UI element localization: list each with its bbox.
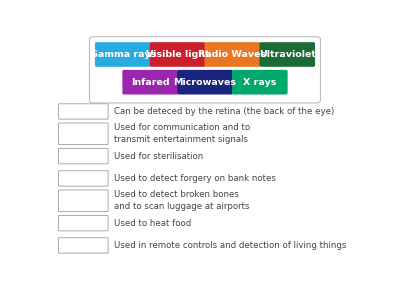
FancyBboxPatch shape [58, 104, 108, 119]
FancyBboxPatch shape [58, 190, 108, 212]
FancyBboxPatch shape [122, 70, 178, 94]
FancyBboxPatch shape [150, 42, 205, 67]
FancyBboxPatch shape [260, 42, 315, 67]
Text: Visible light: Visible light [146, 50, 209, 59]
FancyBboxPatch shape [90, 37, 320, 103]
FancyBboxPatch shape [205, 42, 260, 67]
Text: Gamma rays: Gamma rays [90, 50, 156, 59]
FancyBboxPatch shape [58, 171, 108, 186]
Text: Used to detect forgery on bank notes: Used to detect forgery on bank notes [114, 174, 276, 183]
Text: Used in remote controls and detection of living things: Used in remote controls and detection of… [114, 241, 346, 250]
Text: Used to detect broken bones
and to scan luggage at airports: Used to detect broken bones and to scan … [114, 190, 249, 211]
FancyBboxPatch shape [58, 148, 108, 164]
FancyBboxPatch shape [58, 238, 108, 253]
FancyBboxPatch shape [95, 42, 150, 67]
FancyBboxPatch shape [177, 70, 233, 94]
Text: Can be deteced by the retina (the back of the eye): Can be deteced by the retina (the back o… [114, 107, 334, 116]
Text: Microwaves: Microwaves [174, 78, 236, 87]
FancyBboxPatch shape [232, 70, 288, 94]
FancyBboxPatch shape [58, 215, 108, 231]
Text: Used for sterilisation: Used for sterilisation [114, 152, 203, 160]
Text: Used to heat food: Used to heat food [114, 219, 191, 228]
FancyBboxPatch shape [58, 123, 108, 145]
Text: Infared: Infared [131, 78, 170, 87]
Text: Radio Waves: Radio Waves [198, 50, 266, 59]
Text: X rays: X rays [243, 78, 276, 87]
Text: Ultraviolet: Ultraviolet [259, 50, 316, 59]
Text: Used for communication and to
transmit entertainment signals: Used for communication and to transmit e… [114, 123, 250, 144]
